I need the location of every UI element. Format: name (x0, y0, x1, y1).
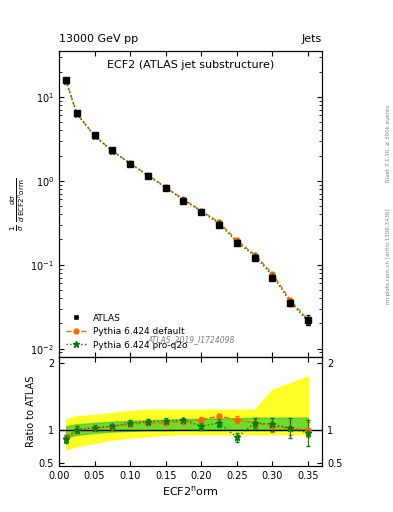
Legend: ATLAS, Pythia 6.424 default, Pythia 6.424 pro-q2o: ATLAS, Pythia 6.424 default, Pythia 6.42… (63, 311, 191, 352)
Text: Jets: Jets (302, 33, 322, 44)
Y-axis label: Ratio to ATLAS: Ratio to ATLAS (26, 376, 36, 447)
X-axis label: ECF2$^{\rm n}$orm: ECF2$^{\rm n}$orm (162, 483, 219, 498)
Text: ECF2 (ATLAS jet substructure): ECF2 (ATLAS jet substructure) (107, 60, 274, 70)
Text: 13000 GeV pp: 13000 GeV pp (59, 33, 138, 44)
Y-axis label: $\frac{1}{\sigma}$ $\frac{d\sigma}{d\,\mathrm{ECF2^{n}orm}}$: $\frac{1}{\sigma}$ $\frac{d\sigma}{d\,\m… (9, 177, 28, 231)
Text: mcplots.cern.ch [arXiv:1306.3436]: mcplots.cern.ch [arXiv:1306.3436] (386, 208, 391, 304)
Text: Rivet 3.1.10, ≥ 300k events: Rivet 3.1.10, ≥ 300k events (386, 105, 391, 182)
Text: ATLAS_2019_I1724098: ATLAS_2019_I1724098 (147, 335, 234, 345)
